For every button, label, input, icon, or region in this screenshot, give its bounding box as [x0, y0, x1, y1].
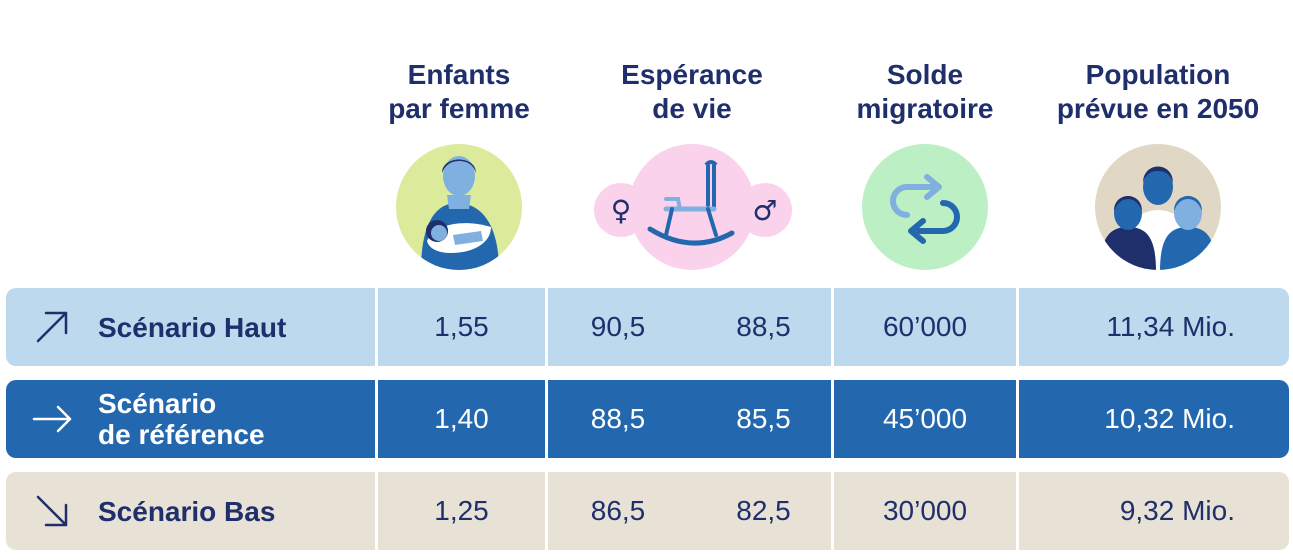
population-value: 9,32 Mio. — [1119, 495, 1235, 526]
rocking-chair-icon — [628, 143, 756, 271]
mother-child-icon — [395, 143, 523, 271]
scenario-low-row: Scénario Bas 1,25 86,5 82,5 30’000 9,32 … — [6, 472, 1289, 550]
life-expectancy-male-value: 82,5 — [736, 495, 791, 526]
arrow-down-right-icon — [36, 495, 68, 527]
column-divider — [545, 288, 548, 366]
life-expectancy-female-value: 90,5 — [590, 311, 646, 342]
female-symbol-icon: ♀ — [594, 183, 648, 237]
migration-value: 30’000 — [882, 495, 968, 526]
life-expectancy-male-value: 85,5 — [736, 403, 791, 434]
header-line: Solde — [886, 59, 964, 90]
migration-value: 45’000 — [882, 403, 968, 434]
header-migration-balance: Solde migratoire — [795, 58, 1055, 126]
loop-arrows-icon — [861, 143, 989, 271]
header-line: de vie — [652, 93, 732, 124]
life-expectancy-male-value: 88,5 — [736, 311, 791, 342]
arrow-up-right-icon — [36, 311, 68, 343]
scenario-label: Scénario Bas — [98, 472, 275, 550]
column-divider — [375, 288, 378, 366]
column-divider — [831, 380, 834, 458]
arrow-right-icon — [32, 405, 72, 433]
column-divider — [831, 472, 834, 550]
header-children-per-woman: Enfants par femme — [329, 58, 589, 126]
header-life-expectancy: Espérance de vie — [562, 58, 822, 126]
migration-value: 60’000 — [882, 311, 968, 342]
children-value: 1,55 — [434, 311, 489, 342]
scenario-reference-row: Scénario de référence 1,40 88,5 85,5 45’… — [6, 380, 1289, 458]
column-divider — [831, 288, 834, 366]
population-value: 11,34 Mio. — [1106, 311, 1235, 342]
scenario-high-row: Scénario Haut 1,55 90,5 88,5 60’000 11,3… — [6, 288, 1289, 366]
scenario-label-line: Scénario — [98, 388, 217, 419]
header-line: Population — [1085, 59, 1231, 90]
scenario-label: Scénario de référence — [98, 380, 265, 458]
column-divider — [1016, 288, 1019, 366]
column-divider — [1016, 472, 1019, 550]
scenario-label-line: de référence — [98, 419, 265, 450]
life-expectancy-female-value: 88,5 — [590, 403, 646, 434]
children-value: 1,40 — [434, 403, 489, 434]
header-line: migratoire — [856, 93, 994, 124]
column-divider — [375, 380, 378, 458]
scenario-label-line: Scénario Haut — [98, 311, 287, 343]
column-divider — [1016, 380, 1019, 458]
header-line: Espérance — [621, 59, 763, 90]
scenario-label: Scénario Haut — [98, 288, 286, 366]
population-value: 10,32 Mio. — [1104, 403, 1235, 434]
header-line: par femme — [388, 93, 530, 124]
header-line: prévue en 2050 — [1056, 93, 1260, 124]
people-group-icon — [1094, 143, 1222, 271]
header-line: Enfants — [407, 59, 511, 90]
children-value: 1,25 — [434, 495, 489, 526]
life-expectancy-female-value: 86,5 — [590, 495, 646, 526]
column-divider — [545, 472, 548, 550]
column-divider — [375, 472, 378, 550]
column-divider — [545, 380, 548, 458]
male-symbol-icon: ♂ — [738, 183, 792, 237]
header-population-2050: Population prévue en 2050 — [1028, 58, 1288, 126]
scenario-label-line: Scénario Bas — [98, 495, 276, 527]
